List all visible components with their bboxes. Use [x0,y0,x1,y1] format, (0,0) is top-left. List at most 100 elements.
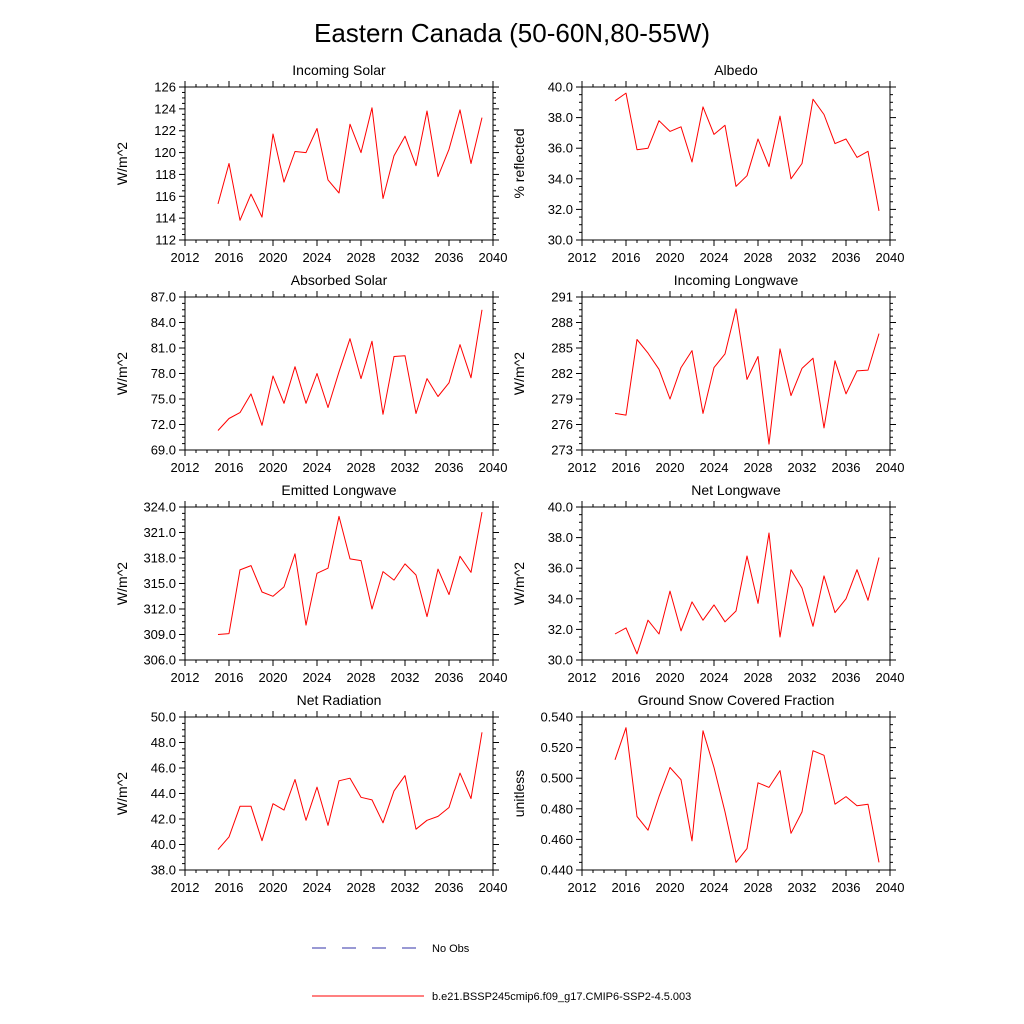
panel-incoming-longwave: 2012 2016 2020 2024 2028 2032 2036 2040 273 276 27… [511,272,904,475]
y-tick-label: 38.0 [548,530,573,545]
plot-frame [184,296,494,451]
x-tick-label: 2040 [876,250,905,265]
series-line-1 [217,309,483,431]
y-tick-label: 318.0 [143,551,176,566]
x-tick-label: 2028 [744,250,773,265]
x-tick-label: 2028 [744,460,773,475]
x-tick-label: 2020 [656,460,685,475]
x-tick-label: 2020 [259,670,288,685]
y-axis-label: % reflected [511,128,527,198]
y-tick-label: 75.0 [151,392,176,407]
y-tick-label: 34.0 [548,591,573,606]
x-tick-label: 2028 [744,670,773,685]
y-axis-label: W/m^2 [114,142,130,185]
y-tick-label: 120 [154,145,176,160]
x-tick-label: 2024 [303,670,332,685]
plot-frame [184,506,494,661]
x-tick-label: 2036 [435,250,464,265]
x-tick-label: 2032 [391,880,420,895]
x-tick-label: 2020 [259,250,288,265]
y-tick-label: 118 [155,167,176,182]
y-tick-label: 279 [551,392,573,407]
y-tick-label: 288 [551,315,573,330]
y-tick-label: 116 [155,189,176,204]
y-tick-label: 40.0 [548,80,573,95]
y-tick-label: 312.0 [143,602,176,617]
y-tick-label: 38.0 [548,110,573,125]
x-tick-label: 2016 [612,250,641,265]
x-tick-label: 2036 [435,880,464,895]
panel-title: Net Longwave [691,482,781,498]
x-tick-label: 2032 [391,670,420,685]
y-tick-label: 30.0 [548,233,573,248]
x-tick-label: 2016 [215,670,244,685]
x-tick-label: 2020 [259,880,288,895]
panel-title: Incoming Solar [292,62,386,78]
legend: No Obs b.e21.BSSP245cmip6.f09_g17.CMIP6-… [312,943,691,1003]
panel-ground-snow-covered-fraction: 2012 2016 2020 2024 2028 2032 2036 2040 0.440 0.4… [511,692,904,895]
y-tick-label: 40.0 [151,837,176,852]
series-line-1 [614,532,880,655]
y-tick-label: 69.0 [151,443,176,458]
y-axis-label: W/m^2 [511,562,527,605]
x-tick-label: 2024 [700,880,729,895]
x-tick-label: 2020 [259,460,288,475]
y-tick-label: 38.0 [151,863,176,878]
y-tick-label: 276 [551,417,573,432]
y-tick-label: 291 [551,290,573,305]
x-tick-label: 2040 [479,460,508,475]
y-tick-label: 72.0 [151,417,176,432]
series-line-1 [614,92,880,211]
x-tick-label: 2040 [479,880,508,895]
panel-title: Incoming Longwave [674,272,799,288]
x-tick-label: 2036 [832,880,861,895]
x-tick-label: 2012 [568,670,597,685]
plot-frame [184,86,494,241]
panel-net-longwave: 2012 2016 2020 2024 2028 2032 2036 2040 30.0 32.0… [511,482,904,685]
y-tick-label: 36.0 [548,141,573,156]
y-tick-label: 273 [551,443,573,458]
y-tick-label: 46.0 [151,761,176,776]
x-tick-label: 2012 [568,460,597,475]
y-tick-label: 324.0 [143,500,176,515]
x-tick-label: 2012 [171,670,200,685]
y-tick-label: 84.0 [151,315,176,330]
panel-title: Emitted Longwave [281,482,396,498]
panel-title: Albedo [714,62,758,78]
y-tick-label: 306.0 [143,653,176,668]
y-tick-label: 42.0 [151,812,176,827]
y-tick-label: 0.480 [540,801,573,816]
x-tick-label: 2032 [788,880,817,895]
series-line-1 [217,732,483,850]
y-tick-label: 285 [551,341,573,356]
panel-title: Net Radiation [297,692,382,708]
panel-incoming-solar: 2012 2016 2020 2024 2028 2032 2036 2040 112 114 11… [114,62,507,265]
y-tick-label: 0.520 [540,740,573,755]
y-tick-label: 36.0 [548,561,573,576]
x-tick-label: 2020 [656,250,685,265]
y-tick-label: 40.0 [548,500,573,515]
x-tick-label: 2016 [612,670,641,685]
y-tick-label: 30.0 [548,653,573,668]
legend-label-model: b.e21.BSSP245cmip6.f09_g17.CMIP6-SSP2-4.… [432,991,691,1003]
panel-absorbed-solar: 2012 2016 2020 2024 2028 2032 2036 2040 69.0 72.0… [114,272,507,475]
plot-frame [581,296,891,451]
y-tick-label: 126 [154,80,176,95]
x-tick-label: 2028 [347,670,376,685]
x-tick-label: 2036 [832,460,861,475]
y-tick-label: 315.0 [143,576,176,591]
x-tick-label: 2032 [788,460,817,475]
y-axis-label: unitless [511,770,527,817]
x-tick-label: 2028 [347,880,376,895]
y-tick-label: 282 [551,366,573,381]
panel-title: Ground Snow Covered Fraction [638,692,835,708]
y-axis-label: W/m^2 [114,772,130,815]
x-tick-label: 2028 [347,250,376,265]
x-tick-label: 2020 [656,880,685,895]
y-tick-label: 81.0 [151,341,176,356]
x-tick-label: 2036 [832,250,861,265]
y-tick-label: 309.0 [143,627,176,642]
x-tick-label: 2032 [788,250,817,265]
x-tick-label: 2024 [303,250,332,265]
